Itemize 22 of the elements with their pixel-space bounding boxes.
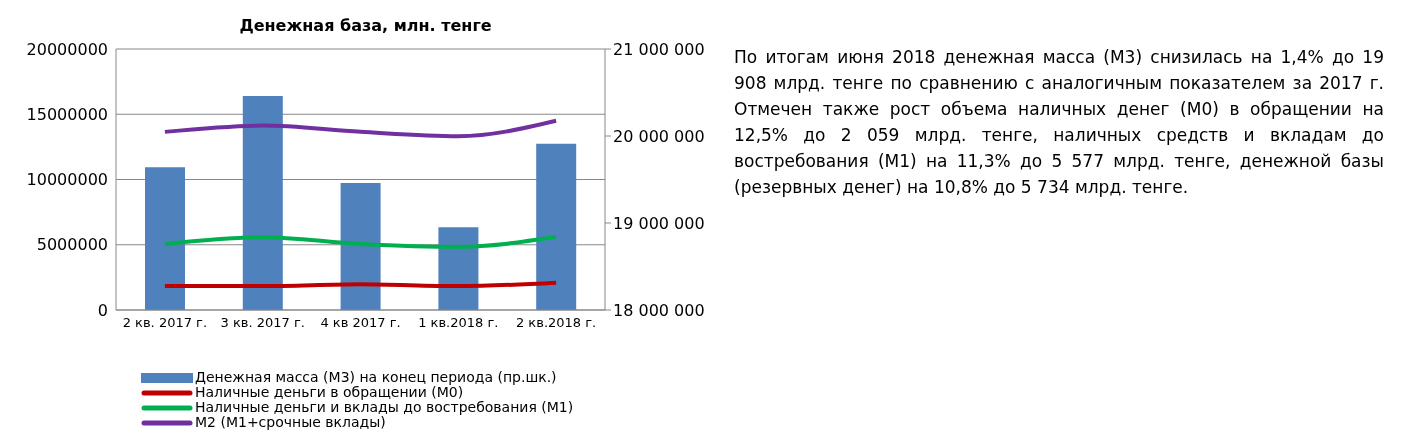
y-tick-label: 0 [97, 300, 108, 320]
y-tick-label: 5000000 [36, 235, 108, 255]
x-tick-label: 2 кв.2018 г. [515, 315, 597, 331]
y-tick-label: 10000000 [26, 170, 108, 190]
x-tick-label: 4 кв 2017 г. [320, 315, 401, 331]
y2-tick-label: 19 000 000 [613, 213, 705, 233]
x-tick-label: 1 кв.2018 г. [418, 315, 499, 331]
legend-label: Наличные деньги и вклады до востребования (М1) [195, 399, 574, 415]
y2-tick-label: 20 000 000 [613, 126, 705, 146]
x-tick-label: 2 кв. 2017 г. [122, 315, 208, 331]
legend-label: М2 (М1+срочные вклады) [195, 414, 386, 430]
y-tick-label: 20000000 [26, 39, 108, 59]
x-tick-label: 3 кв. 2017 г. [220, 315, 305, 331]
y-tick-label: 15000000 [26, 104, 108, 124]
chart-title: Денежная база, млн. тенге [238, 16, 493, 35]
y2-tick-label: 21 000 000 [613, 39, 705, 59]
text: По итогам июня 2018 денежная масса (М3) снизилась на 1,4% до 19 908 млрд. тенге по сравнению с аналогичным показателем за 2017 г. Отмечен также рост объема наличных денег (М0) в обращении на 12,5% до 2 059 млрд. тенге, наличных средств и вкладам до востребования (М1) на 11,3% до 5 577 млрд. тенге, денежной базы (резервных денег) на 10,8% до 5 734 млрд. тенге. [734, 46, 1384, 199]
legend-label: Наличные деньги в обращении (М0) [195, 384, 464, 400]
y2-tick-label: 18 000 000 [613, 300, 705, 320]
line-series [162, 118, 559, 139]
line-series [162, 234, 559, 249]
legend-label: Денежная масса (М3) на конец периода (пр.шк.) [195, 369, 557, 385]
